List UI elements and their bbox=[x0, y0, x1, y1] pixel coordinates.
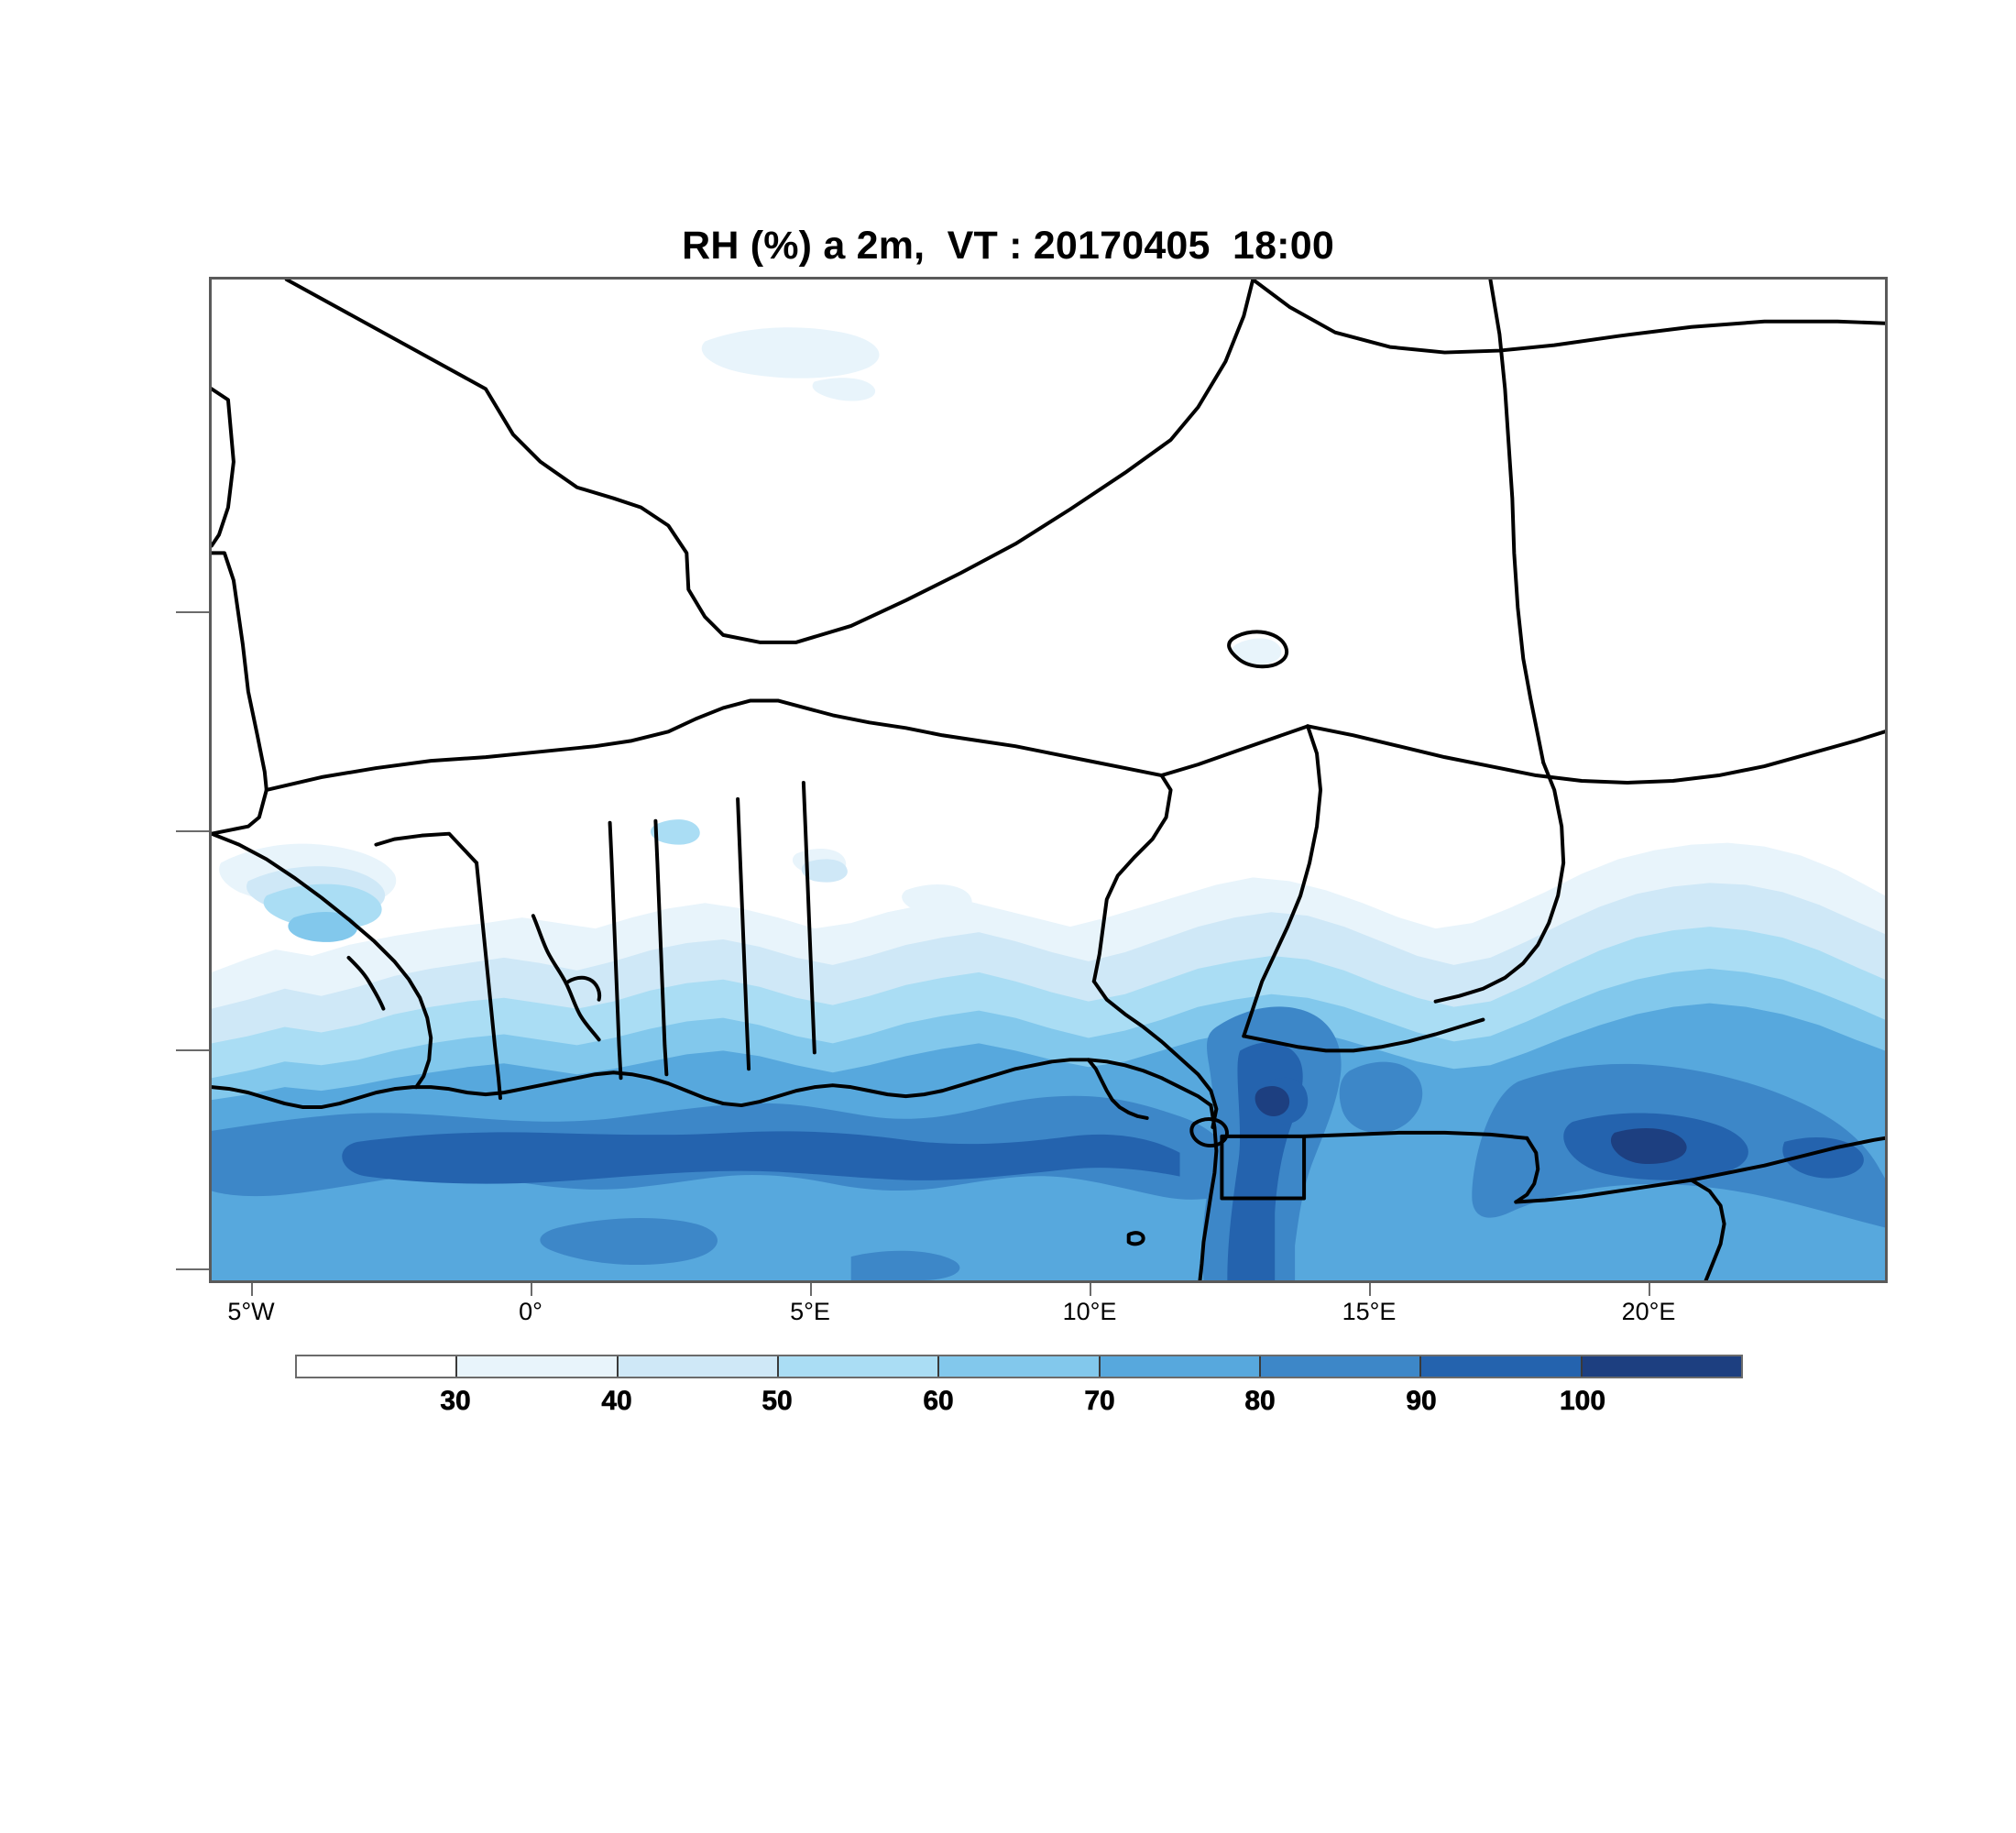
page-title: RH (%) a 2m, VT : 20170405 18:00 bbox=[682, 224, 1334, 268]
lon-label-20E: 20°E bbox=[1621, 1298, 1676, 1325]
colorbar-label-40: 40 bbox=[601, 1386, 632, 1417]
lon-tick-15E bbox=[1369, 1283, 1371, 1296]
colorbar-label-30: 30 bbox=[440, 1386, 471, 1417]
lon-tick-0 bbox=[531, 1283, 532, 1296]
lat-tick-10N bbox=[176, 1049, 209, 1051]
colorbar-swatches bbox=[295, 1355, 1743, 1378]
colorbar-swatch-30-40 bbox=[455, 1356, 617, 1377]
relative-humidity-contour-map bbox=[212, 280, 1885, 1280]
colorbar-swatch-80-90 bbox=[1258, 1356, 1420, 1377]
lon-tick-10E bbox=[1090, 1283, 1091, 1296]
country-borders bbox=[212, 280, 1885, 1280]
colorbar-label-100: 100 bbox=[1559, 1386, 1606, 1417]
lon-label-5E: 5°E bbox=[790, 1298, 830, 1325]
lon-tick-20E bbox=[1649, 1283, 1650, 1296]
colorbar-swatch-40-50 bbox=[616, 1356, 777, 1377]
colorbar-label-80: 80 bbox=[1244, 1386, 1276, 1417]
colorbar-swatch-20-30 bbox=[297, 1356, 456, 1377]
contour-band-90-100 bbox=[342, 1042, 1864, 1280]
lat-tick-15N bbox=[176, 830, 209, 832]
lat-tick-20N bbox=[176, 611, 209, 613]
colorbar-label-50: 50 bbox=[761, 1386, 793, 1417]
lon-label-0: 0° bbox=[519, 1298, 542, 1325]
colorbar-swatch-100-110 bbox=[1580, 1356, 1741, 1377]
colorbar-label-70: 70 bbox=[1084, 1386, 1115, 1417]
lon-label-5W: 5°W bbox=[227, 1298, 275, 1325]
colorbar-label-90: 90 bbox=[1406, 1386, 1437, 1417]
colorbar-swatch-70-80 bbox=[1098, 1356, 1259, 1377]
colorbar-label-60: 60 bbox=[923, 1386, 954, 1417]
colorbar-swatch-60-70 bbox=[937, 1356, 1099, 1377]
lon-tick-5E bbox=[810, 1283, 812, 1296]
lon-label-15E: 15°E bbox=[1342, 1298, 1397, 1325]
lon-tick-5W bbox=[251, 1283, 253, 1296]
lon-label-10E: 10°E bbox=[1062, 1298, 1117, 1325]
colorbar-swatch-50-60 bbox=[776, 1356, 938, 1377]
lat-tick-5N bbox=[176, 1268, 209, 1270]
colorbar-swatch-90-100 bbox=[1419, 1356, 1581, 1377]
map-plot-area[interactable] bbox=[209, 277, 1888, 1283]
contour-band-100-110 bbox=[1255, 1085, 1687, 1164]
colorbar[interactable] bbox=[295, 1355, 1743, 1378]
